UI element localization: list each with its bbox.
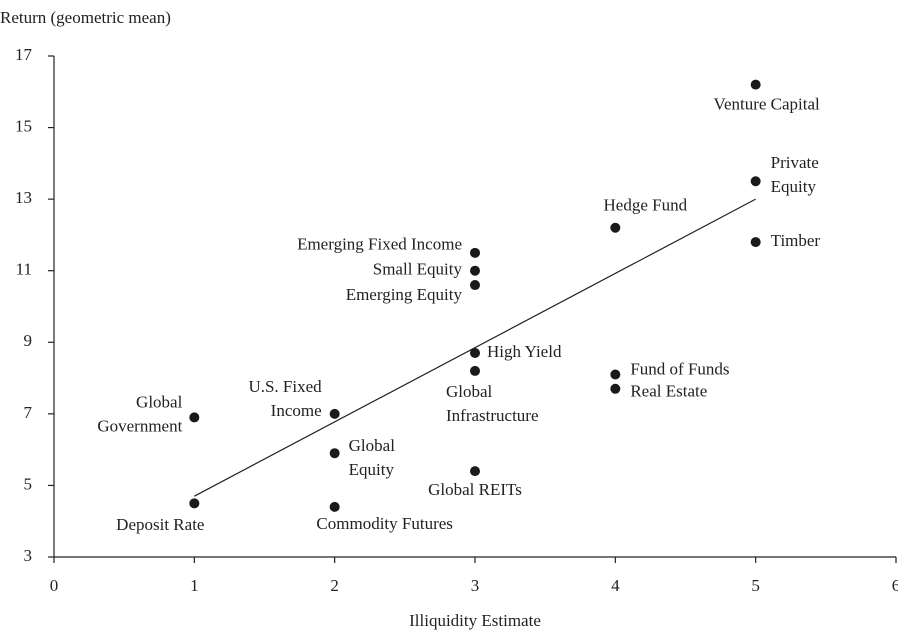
point-label: Real Estate <box>630 382 707 401</box>
point <box>470 265 480 276</box>
point-label: Global <box>446 382 493 401</box>
point-label: Equity <box>349 460 395 479</box>
point-label: U.S. Fixed <box>248 377 322 396</box>
point-label: Global <box>349 436 396 455</box>
point <box>470 280 480 291</box>
point-label: Infrastructure <box>446 406 539 425</box>
y-tick-label: 7 <box>24 403 33 422</box>
point <box>329 448 340 459</box>
point <box>470 365 480 376</box>
trend-line <box>194 198 756 497</box>
y-tick-label: 15 <box>15 116 32 135</box>
point-label: Equity <box>771 177 817 196</box>
y-tick-label: 13 <box>15 188 32 207</box>
point-label: Venture Capital <box>714 95 820 114</box>
y-tick-label: 5 <box>24 474 33 493</box>
point-label: Hedge Fund <box>604 196 688 215</box>
x-tick-label: 6 <box>892 576 898 595</box>
point-label: Private <box>771 153 819 172</box>
point <box>610 383 621 394</box>
point-label: Global <box>136 392 183 411</box>
point <box>470 466 480 477</box>
point <box>750 237 761 248</box>
x-axis-label: Illiquidity Estimate <box>409 611 541 630</box>
y-tick-label: 11 <box>16 260 32 279</box>
x-tick-label: 1 <box>190 576 199 595</box>
point <box>610 369 621 380</box>
point-label: Emerging Fixed Income <box>297 235 462 254</box>
point-label: Income <box>271 401 322 420</box>
point <box>610 222 621 233</box>
point <box>750 176 761 187</box>
x-tick-label: 3 <box>471 576 480 595</box>
point-label: High Yield <box>487 342 562 361</box>
point-label: Global REITs <box>428 480 522 499</box>
x-tick-label: 4 <box>611 576 620 595</box>
point <box>470 348 480 359</box>
point-label: Fund of Funds <box>630 359 729 378</box>
point <box>189 498 200 509</box>
y-tick-label: 9 <box>24 331 33 350</box>
point <box>189 412 200 423</box>
point-label: Commodity Futures <box>316 514 452 533</box>
point <box>750 79 761 90</box>
x-tick-label: 0 <box>50 576 59 595</box>
point-label: Deposit Rate <box>116 515 204 534</box>
point-label: Government <box>97 416 182 435</box>
point <box>470 247 480 258</box>
x-tick-label: 2 <box>330 576 339 595</box>
x-tick-label: 5 <box>751 576 760 595</box>
y-tick-label: 17 <box>15 45 33 64</box>
point <box>329 408 340 419</box>
point <box>329 501 340 512</box>
point-label: Emerging Equity <box>346 285 463 304</box>
point-label: Small Equity <box>373 260 463 279</box>
y-axis-label: Return (geometric mean) <box>0 8 171 27</box>
point-label: Timber <box>771 231 821 250</box>
y-tick-label: 3 <box>24 546 33 565</box>
